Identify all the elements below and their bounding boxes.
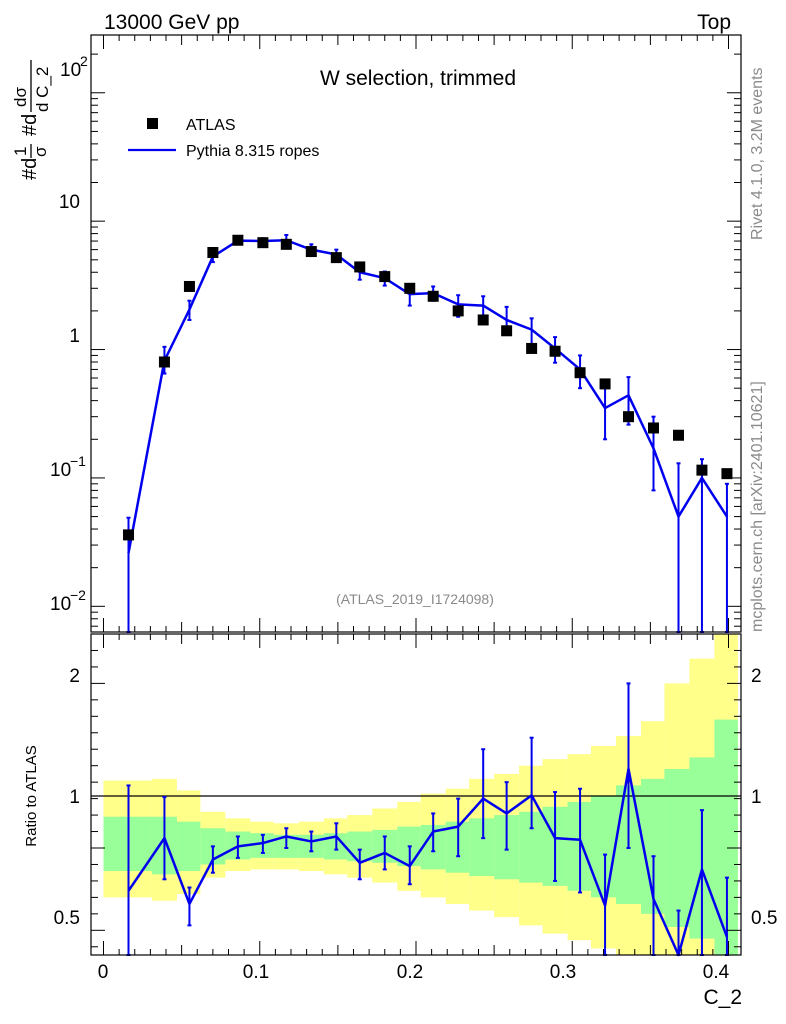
ylabel-dc2: d C_2 xyxy=(33,67,52,112)
green-band-bin xyxy=(469,818,495,876)
ytick-label-0.01: 10 −2 xyxy=(50,587,86,615)
analysis-id: (ATLAS_2019_I1724098) xyxy=(336,591,494,607)
atlas-point xyxy=(305,246,317,258)
atlas-point xyxy=(673,429,684,441)
xtick-label-0.4: 0.4 xyxy=(703,962,730,983)
ratio-tick-labels: 2 1 0.5 2 1 0.5 xyxy=(54,666,778,929)
ytick-100-exp: 2 xyxy=(80,53,88,69)
atlas-point xyxy=(232,234,244,246)
atlas-point xyxy=(501,325,513,337)
ratio-pythia-line xyxy=(127,767,729,957)
atlas-point xyxy=(526,342,538,354)
ratio-panel: 2 1 0.5 2 1 0.5 0 0.1 0.2 0.3 0.4 xyxy=(54,633,778,983)
legend: ATLAS Pythia 8.315 ropes xyxy=(128,117,319,160)
ratio-tick-label-2-right: 2 xyxy=(751,666,762,687)
legend-atlas-marker xyxy=(147,118,158,129)
green-band-bin xyxy=(519,811,543,883)
main-y-axis-label: #d 1 σ #d dσ d C_2 xyxy=(11,60,52,180)
green-band-bin xyxy=(176,821,201,872)
xtick-label-0: 0 xyxy=(98,962,109,983)
legend-pythia-label: Pythia 8.315 ropes xyxy=(186,143,319,160)
atlas-point xyxy=(623,411,634,423)
atlas-point xyxy=(721,468,733,480)
ytick-label-10: 10 xyxy=(59,192,80,213)
atlas-point xyxy=(696,464,708,476)
green-band-bin xyxy=(714,719,738,955)
ytick-0.1-base: 10 xyxy=(50,460,71,481)
ratio-tick-label-0.5-right: 0.5 xyxy=(751,908,777,929)
xtick-label-0.3: 0.3 xyxy=(550,962,576,983)
ytick-label-1: 1 xyxy=(69,326,80,347)
process-label: Top xyxy=(697,11,731,34)
atlas-point xyxy=(452,305,464,317)
main-ticks xyxy=(91,35,741,632)
green-band-bin xyxy=(664,768,690,928)
atlas-point xyxy=(427,290,439,302)
legend-atlas-label: ATLAS xyxy=(186,117,236,134)
main-y-tick-labels: 10 2 10 1 10 −1 10 −2 xyxy=(50,53,88,615)
energy-label: 13000 GeV pp xyxy=(104,11,239,34)
pythia-line xyxy=(127,239,728,554)
chart-title: W selection, trimmed xyxy=(320,67,516,90)
green-band-bin xyxy=(591,795,616,898)
atlas-point xyxy=(257,237,269,249)
ylabel-sigma: σ xyxy=(31,146,50,157)
ytick-label-100: 10 2 xyxy=(60,53,88,81)
ytick-label-0.1: 10 −1 xyxy=(50,453,86,481)
mcplots-label: mcplots.cern.ch [arXiv:2401.10621] xyxy=(749,381,766,632)
xtick-label-0.2: 0.2 xyxy=(397,962,423,983)
ylabel-d2: #d xyxy=(19,114,41,136)
ratio-y-axis-label: Ratio to ATLAS xyxy=(23,745,40,846)
ratio-tick-label-1-right: 1 xyxy=(751,787,762,808)
atlas-point xyxy=(379,271,391,283)
atlas-point xyxy=(123,529,134,541)
atlas-point xyxy=(207,247,219,259)
ratio-ticks xyxy=(91,634,741,955)
atlas-point xyxy=(477,314,489,326)
atlas-point xyxy=(574,367,586,379)
ytick-100-base: 10 xyxy=(60,60,81,81)
xtick-label-0.1: 0.1 xyxy=(243,962,269,983)
atlas-point xyxy=(599,378,611,390)
atlas-point xyxy=(404,282,416,294)
ratio-tick-label-1: 1 xyxy=(69,787,80,808)
ylabel-d1: #d xyxy=(19,158,41,180)
atlas-point xyxy=(330,252,342,264)
main-frame xyxy=(90,34,742,633)
ratio-frame xyxy=(90,633,742,956)
atlas-point xyxy=(648,422,659,434)
atlas-point xyxy=(183,280,195,292)
ytick-0.1-exp: −1 xyxy=(70,453,86,469)
atlas-point xyxy=(280,238,292,250)
rivet-label: Rivet 4.1.0, 3.2M events xyxy=(749,67,766,240)
atlas-series xyxy=(123,234,733,541)
ratio-tick-label-2: 2 xyxy=(69,666,80,687)
atlas-point xyxy=(354,261,366,273)
ratio-pythia-series xyxy=(126,682,729,957)
ratio-tick-label-0.5: 0.5 xyxy=(54,908,80,929)
atlas-point xyxy=(549,345,561,357)
atlas-point xyxy=(158,356,170,368)
ylabel-one: 1 xyxy=(11,147,30,156)
x-axis-label: C_2 xyxy=(703,986,742,1009)
ytick-0.01-exp: −2 xyxy=(70,587,86,603)
main-panel: 10 2 10 1 10 −1 10 −2 W selection, trimm… xyxy=(50,34,742,633)
ylabel-dsigma: dσ xyxy=(11,87,30,107)
green-band-bin xyxy=(641,778,665,914)
ytick-0.01-base: 10 xyxy=(50,594,71,615)
ratio-bands xyxy=(103,634,738,955)
x-tick-labels: 0 0.1 0.2 0.3 0.4 xyxy=(98,962,730,983)
